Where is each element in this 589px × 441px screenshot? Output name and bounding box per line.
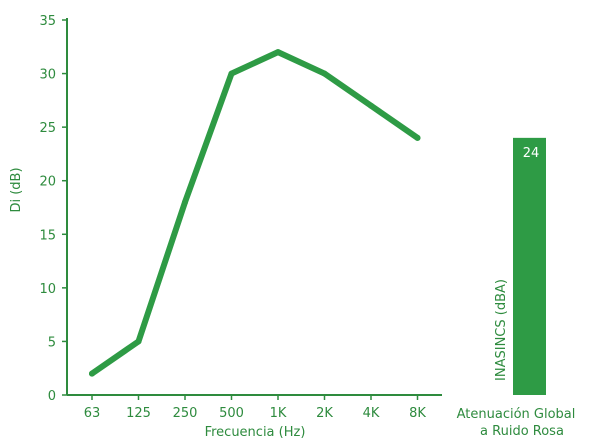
x-tick-label: 2K xyxy=(316,406,333,421)
data-point xyxy=(89,370,95,377)
x-tick-label: 8K xyxy=(409,406,426,421)
series-line xyxy=(89,49,421,377)
global-attenuation-value: 24 xyxy=(523,146,540,161)
data-point xyxy=(414,134,421,141)
y-tick-label: 5 xyxy=(48,335,56,350)
x-tick-label: 125 xyxy=(126,406,151,421)
x-tick-label: 4K xyxy=(363,406,380,421)
x-tick-label: 250 xyxy=(173,406,198,421)
x-ticks: 63 125 250 500 1K 2K 4K 8K xyxy=(84,395,426,421)
y-tick-label: 25 xyxy=(39,121,56,136)
data-point xyxy=(321,70,328,77)
data-point xyxy=(135,338,142,345)
y-tick-label: 35 xyxy=(39,14,56,29)
y-tick-label: 0 xyxy=(48,389,56,404)
y-ticks: 0 5 10 15 20 25 30 35 xyxy=(39,14,67,404)
x-tick-label: 1K xyxy=(270,406,287,421)
y-tick-label: 15 xyxy=(39,228,56,243)
data-points xyxy=(89,49,421,377)
x-tick-label: 63 xyxy=(84,406,101,421)
x-axis-title: Frecuencia (Hz) xyxy=(205,425,306,440)
global-attenuation-bar xyxy=(513,137,546,395)
y-tick-label: 10 xyxy=(39,282,56,297)
data-point xyxy=(275,49,281,56)
global-bar-label-line1: Atenuación Global xyxy=(457,407,576,422)
y-tick-label: 30 xyxy=(39,68,56,83)
y-tick-label: 20 xyxy=(39,175,56,190)
data-point xyxy=(368,102,374,109)
data-point xyxy=(228,70,235,77)
global-bar-rotated-label: INASINCS (dBA) xyxy=(494,279,509,381)
data-point xyxy=(182,199,188,206)
global-bar-label-line2: a Ruido Rosa xyxy=(480,424,564,439)
y-axis-title: Di (dB) xyxy=(9,167,24,212)
x-tick-label: 500 xyxy=(219,406,244,421)
